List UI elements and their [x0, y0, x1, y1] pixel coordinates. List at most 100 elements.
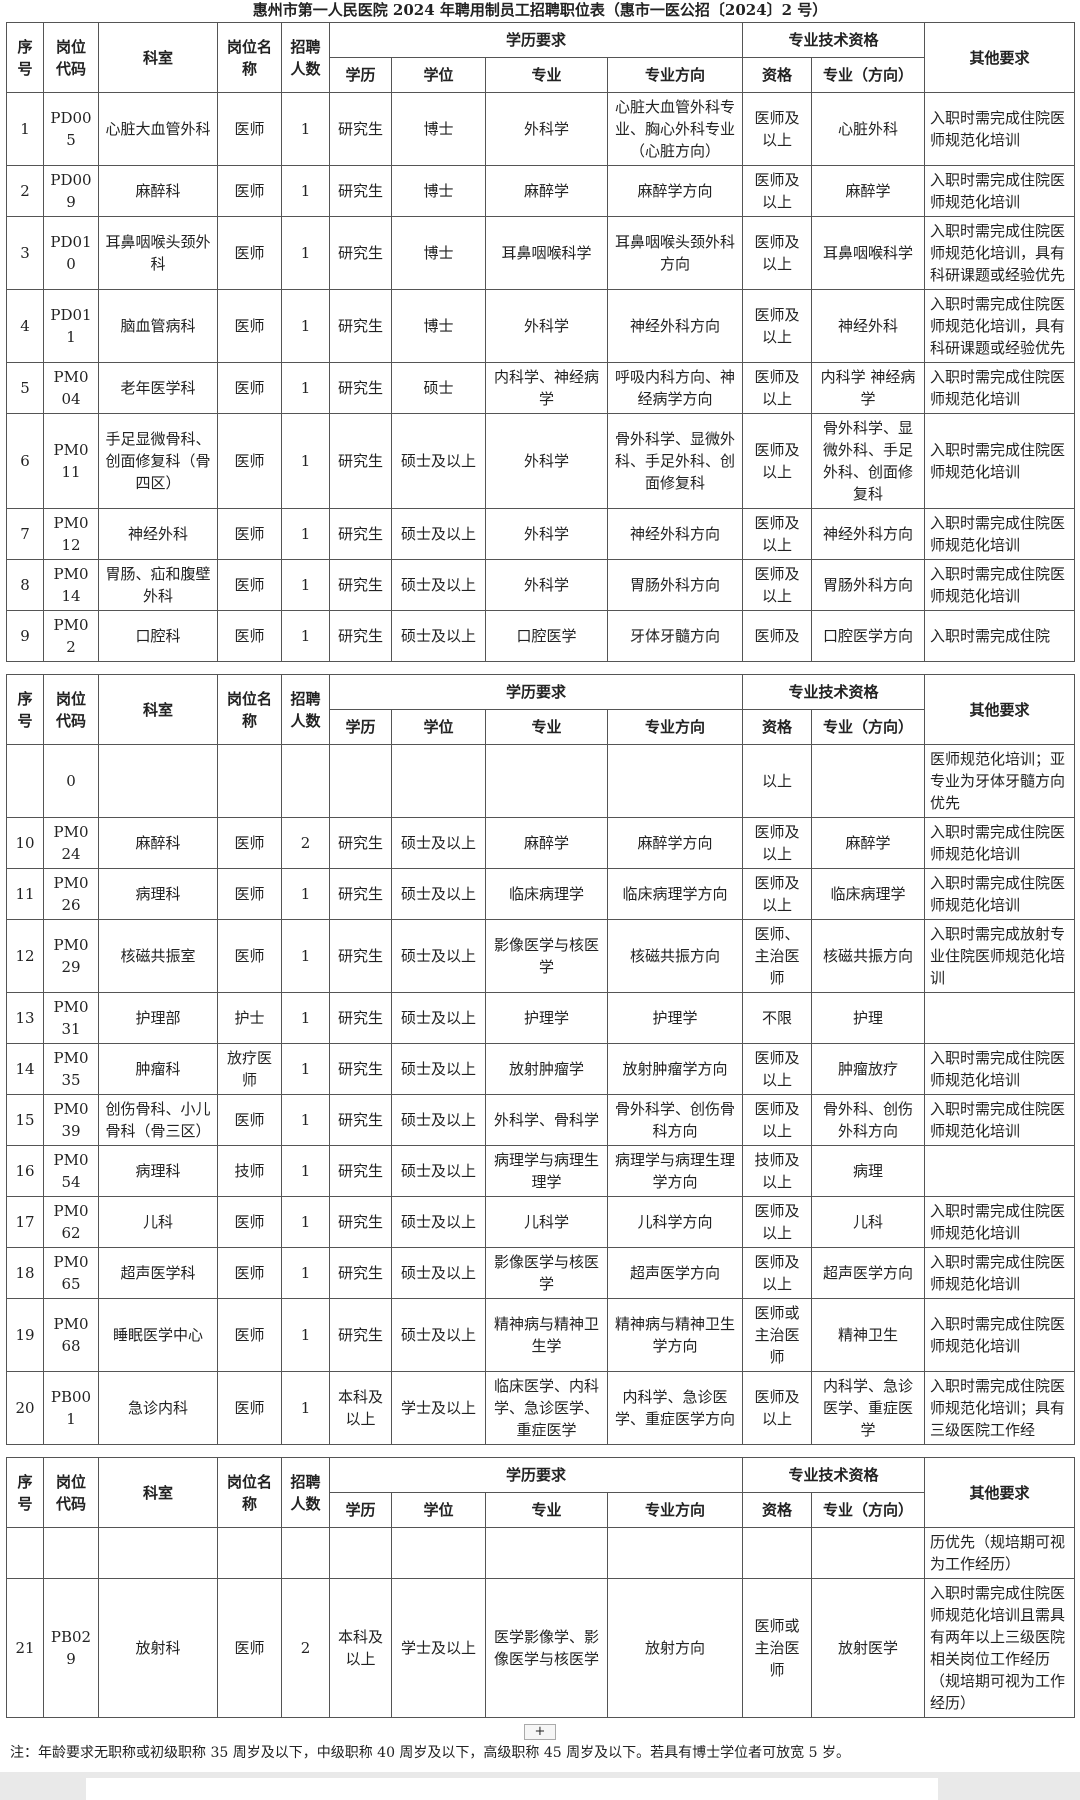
table-cell: 骨外科学、显微外科、手足外科、创面修复科: [606, 413, 744, 509]
table-cell: 研究生: [329, 362, 392, 414]
table-cell: [391, 1527, 486, 1579]
table-cell: 1: [281, 1298, 330, 1372]
title: 惠州市第一人民医院 2024 年聘用制员工招聘职位表（惠市一医公招〔2024〕2…: [252, 1, 828, 19]
table-cell: 麻醉学: [485, 165, 608, 217]
table-body: 历优先（规培期可视为工作经历） 21 PB029 放射科 医师 2 本科及以上 学士及以上 医学…: [6, 1527, 1076, 1718]
table-cell: 医师及以上: [742, 1196, 813, 1248]
header-cell: 岗位名称: [217, 674, 282, 745]
header-cell: 专业方向: [606, 57, 744, 93]
table-cell: 入职时需完成住院医师规范化培训: [924, 559, 1076, 611]
table-cell: 麻醉学: [811, 165, 926, 217]
header-cell: 科室: [98, 1457, 218, 1528]
table-cell: 医师及以上: [742, 362, 813, 414]
table-row: 20 PB001 急诊内科 医师 1 本科及以上 学士及以上 临床医学、内科学、急诊医学、重症…: [6, 1371, 1076, 1445]
tables: 序号 岗位代码 科室 岗位名称 招聘人数 学历要求 专业技术资格 其他要求 学历 学位 专业 专业方向…: [0, 22, 1080, 1730]
table-cell: 超声医学方向: [606, 1247, 744, 1299]
table-cell: 博士: [391, 92, 486, 166]
table-cell: 6: [6, 413, 44, 509]
table-cell: [329, 1527, 392, 1579]
table-cell: 外科学: [485, 559, 608, 611]
table-cell: 脑血管病科: [98, 289, 218, 363]
table-cell: PB001: [43, 1371, 99, 1445]
header-cell: 专业技术资格: [742, 22, 926, 58]
table-cell: 外科学: [485, 508, 608, 560]
add-wrap: +: [0, 1720, 1080, 1740]
header-cell: 科室: [98, 674, 218, 745]
table-cell: 内科学 神经病学: [811, 362, 926, 414]
table-cell: 学士及以上: [391, 1578, 486, 1718]
table-body: 0 以上 医师规范化培训；亚专业为牙体牙髓方向优先 10 PM024 麻醉科 医师 2 研究生硕…: [6, 744, 1076, 1445]
header-cell: 岗位名称: [217, 1457, 282, 1528]
table-cell: 医师及以上: [742, 508, 813, 560]
table-cell: 入职时需完成住院医师规范化培训: [924, 362, 1076, 414]
table-cell: 17: [6, 1196, 44, 1248]
table-cell: 硕士及以上: [391, 1094, 486, 1146]
table-cell: 研究生: [329, 1145, 392, 1197]
table-cell: 儿科: [811, 1196, 926, 1248]
header-cell: 专业（方向）: [811, 57, 926, 93]
table-row: 18 PM065 超声医学科 医师 1 研究生 硕士及以上 影像医学与核医学 超声医学方向 医师及…: [6, 1247, 1076, 1299]
table-cell: 放射肿瘤学: [485, 1043, 608, 1095]
table-cell: 创伤骨科、小儿骨科（骨三区）: [98, 1094, 218, 1146]
table-cell: 研究生: [329, 1298, 392, 1372]
header-cell: 学历要求: [328, 1457, 744, 1493]
header-cell: 专业方向: [606, 1492, 744, 1528]
table-cell: 1: [281, 868, 330, 920]
table-cell: [606, 744, 744, 818]
table-cell: 精神卫生: [811, 1298, 926, 1372]
table-cell: 放疗医师: [217, 1043, 282, 1095]
table-cell: 医师及以上: [742, 559, 813, 611]
table-cell: 入职时需完成住院医师规范化培训且需具有两年以上三级医院相关岗位工作经历（规培期可…: [924, 1578, 1076, 1718]
table-cell: 骨外科、创伤外科方向: [811, 1094, 926, 1146]
table-cell: 20: [6, 1371, 44, 1445]
add-button[interactable]: +: [524, 1724, 556, 1740]
table-row: 13 PM031 护理部 护士 1 研究生 硕士及以上 护理学 护理学 不限 护理: [6, 992, 1076, 1044]
table-cell: 入职时需完成住院医师规范化培训，具有科研课题或经验优先: [924, 216, 1076, 290]
table-cell: 入职时需完成住院医师规范化培训: [924, 1298, 1076, 1372]
table-cell: 1: [6, 92, 44, 166]
table-cell: 护士: [217, 992, 282, 1044]
table-cell: PM024: [43, 817, 99, 869]
table-cell: 入职时需完成住院医师规范化培训: [924, 165, 1076, 217]
table-cell: 医师及以上: [742, 1094, 813, 1146]
table-cell: 护理部: [98, 992, 218, 1044]
table-cell: 10: [6, 817, 44, 869]
table-cell: 医师、主治医师: [742, 919, 813, 993]
header-cell: 其他要求: [924, 1457, 1076, 1528]
table-cell: PM02: [43, 610, 99, 662]
table-cell: 博士: [391, 289, 486, 363]
table-cell: 骨外科学、创伤骨科方向: [606, 1094, 744, 1146]
table-cell: 本科及以上: [329, 1578, 392, 1718]
table-cell: 医师: [217, 1578, 282, 1718]
table-cell: 研究生: [329, 919, 392, 993]
table-cell: PM065: [43, 1247, 99, 1299]
table-cell: 肿瘤放疗: [811, 1043, 926, 1095]
header-cell: 招聘人数: [281, 1457, 330, 1528]
table-cell: 研究生: [329, 1196, 392, 1248]
table-cell: 医师: [217, 289, 282, 363]
header-cell: 资格: [742, 57, 813, 93]
table-cell: 9: [6, 610, 44, 662]
table-cell: 呼吸内科方向、神经病学方向: [606, 362, 744, 414]
table-cell: 12: [6, 919, 44, 993]
table-cell: 7: [6, 508, 44, 560]
table-cell: PM039: [43, 1094, 99, 1146]
table-cell: 精神病与精神卫生学: [485, 1298, 608, 1372]
table-cell: [217, 1527, 282, 1579]
table-cell: [98, 1527, 218, 1579]
table-cell: 11: [6, 868, 44, 920]
table-cell: 硕士及以上: [391, 817, 486, 869]
table-cell: [98, 744, 218, 818]
table-cell: [485, 1527, 608, 1579]
table-cell: 硕士及以上: [391, 1043, 486, 1095]
table-cell: PM014: [43, 559, 99, 611]
table-cell: PM029: [43, 919, 99, 993]
table-cell: 老年医学科: [98, 362, 218, 414]
table-cell: 医师: [217, 1298, 282, 1372]
table-cell: 本科及以上: [329, 1371, 392, 1445]
table-cell: 入职时需完成住院医师规范化培训: [924, 1094, 1076, 1146]
table-cell: 硕士及以上: [391, 868, 486, 920]
table-cell: 外科学: [485, 92, 608, 166]
table-cell: 硕士: [391, 362, 486, 414]
